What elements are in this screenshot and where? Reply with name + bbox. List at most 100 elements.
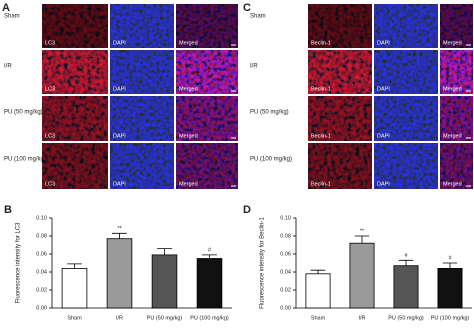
bar bbox=[61, 267, 88, 309]
significance-label: # bbox=[404, 253, 408, 259]
row-label: PU (100 mg/kg) bbox=[250, 157, 292, 163]
y-tick-label: 0.08 bbox=[36, 233, 47, 239]
channel-label: Beclin-1 bbox=[311, 181, 331, 187]
micrograph bbox=[308, 50, 372, 94]
bar bbox=[349, 242, 375, 309]
micrograph bbox=[42, 143, 108, 189]
micrograph-shade bbox=[42, 50, 108, 94]
channel-label: LC3 bbox=[45, 40, 55, 46]
channel-label: LC3 bbox=[45, 133, 55, 139]
bar bbox=[305, 273, 331, 309]
micrograph-shade bbox=[440, 50, 473, 94]
significance-label: # bbox=[208, 247, 212, 253]
row-label: I/R bbox=[4, 64, 12, 70]
x-tick-label: PU (100 mg/kg) bbox=[431, 315, 470, 321]
micrograph bbox=[374, 96, 438, 141]
error-bar bbox=[354, 235, 370, 244]
micrograph-shade bbox=[176, 4, 238, 48]
y-axis-label: Fluorescence intensity for Beclin-1 bbox=[260, 216, 266, 308]
micrograph bbox=[176, 50, 238, 94]
micrograph-shade bbox=[440, 4, 473, 48]
y-tick-label: 0.00 bbox=[280, 305, 291, 311]
micrograph-shade bbox=[308, 143, 372, 189]
channel-label: Merged bbox=[443, 133, 462, 139]
y-tick-label: 0.02 bbox=[280, 287, 291, 293]
panel-letter: A bbox=[2, 2, 10, 14]
channel-label: DAPI bbox=[113, 86, 126, 92]
significance-label: ** bbox=[360, 228, 365, 234]
x-tick-label: PU (50 mg/kg) bbox=[147, 315, 183, 321]
error-bar bbox=[157, 248, 172, 255]
channel-label: Beclin-1 bbox=[311, 133, 331, 139]
channel-label: DAPI bbox=[113, 133, 126, 139]
y-tick-label: 0.06 bbox=[280, 251, 291, 257]
micrograph-shade bbox=[42, 143, 108, 189]
x-tick-label: PU (100 mg/kg) bbox=[190, 315, 229, 321]
micrograph bbox=[110, 143, 174, 189]
bar bbox=[393, 265, 419, 309]
x-tick-label: I/R bbox=[116, 315, 123, 321]
micrograph-shade bbox=[42, 4, 108, 48]
micrograph bbox=[374, 50, 438, 94]
error-bar bbox=[442, 262, 458, 269]
micrograph bbox=[110, 96, 174, 141]
micrograph bbox=[308, 143, 372, 189]
micrograph-shade bbox=[42, 96, 108, 141]
y-tick-label: 0.04 bbox=[36, 269, 47, 275]
bar bbox=[196, 258, 223, 309]
y-tick-label: 0.04 bbox=[280, 269, 291, 275]
panel-letter: D bbox=[243, 204, 251, 216]
channel-label: Merged bbox=[179, 133, 198, 139]
micrograph-shade bbox=[308, 4, 372, 48]
panel-letter: B bbox=[4, 204, 12, 216]
micrograph-shade bbox=[308, 96, 372, 141]
channel-label: Beclin-1 bbox=[311, 40, 331, 46]
row-label: Sham bbox=[4, 14, 20, 20]
channel-label: DAPI bbox=[113, 181, 126, 187]
error-bar bbox=[310, 269, 326, 274]
channel-label: DAPI bbox=[377, 86, 390, 92]
significance-label: ** bbox=[117, 226, 122, 232]
channel-label: Merged bbox=[179, 86, 198, 92]
micrograph-shade bbox=[440, 96, 473, 141]
row-label: Sham bbox=[250, 14, 266, 20]
error-bar bbox=[202, 254, 217, 259]
channel-label: DAPI bbox=[377, 133, 390, 139]
micrograph-shade bbox=[440, 143, 473, 189]
micrograph-shade bbox=[176, 96, 238, 141]
micrograph bbox=[440, 143, 473, 189]
bar bbox=[106, 238, 133, 309]
channel-label: Merged bbox=[443, 40, 462, 46]
micrograph-shade bbox=[176, 143, 238, 189]
y-tick-label: 0.06 bbox=[36, 251, 47, 257]
micrograph bbox=[374, 4, 438, 48]
channel-label: Merged bbox=[179, 40, 198, 46]
bar bbox=[151, 254, 178, 309]
error-bar bbox=[398, 259, 414, 266]
x-tick-label: Sham bbox=[67, 315, 82, 321]
micrograph bbox=[110, 50, 174, 94]
y-axis-label: Fluorescence intensity for LC3 bbox=[16, 222, 22, 304]
channel-label: LC3 bbox=[45, 181, 55, 187]
y-tick-label: 0.10 bbox=[36, 215, 47, 221]
micrograph bbox=[308, 96, 372, 141]
significance-label: # bbox=[448, 255, 452, 261]
micrograph bbox=[374, 143, 438, 189]
panel-letter: C bbox=[243, 2, 251, 14]
micrograph bbox=[176, 96, 238, 141]
micrograph-shade bbox=[308, 50, 372, 94]
error-bar bbox=[112, 232, 127, 239]
micrograph bbox=[176, 143, 238, 189]
micrograph bbox=[440, 96, 473, 141]
x-tick-label: Sham bbox=[311, 315, 326, 321]
micrograph-shade bbox=[176, 50, 238, 94]
y-tick-label: 0.10 bbox=[280, 215, 291, 221]
x-tick-label: PU (50 mg/kg) bbox=[388, 315, 424, 321]
channel-label: Beclin-1 bbox=[311, 86, 331, 92]
channel-label: DAPI bbox=[377, 40, 390, 46]
channel-label: Merged bbox=[443, 181, 462, 187]
channel-label: Merged bbox=[443, 86, 462, 92]
x-tick-label: I/R bbox=[358, 315, 365, 321]
channel-label: Merged bbox=[179, 181, 198, 187]
